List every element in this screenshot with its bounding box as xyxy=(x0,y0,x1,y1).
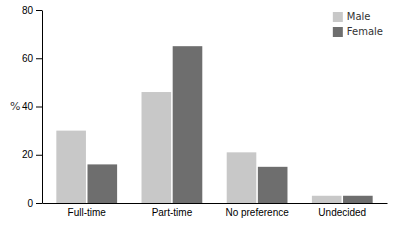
chart: 0 20 40 60 80 Full-time Part-time No preference… xyxy=(0,0,397,227)
x-tick-label: Undecided xyxy=(318,207,366,218)
bar xyxy=(88,164,118,203)
y-tick-label: 80 xyxy=(22,5,34,16)
bar xyxy=(56,131,86,203)
x-axis-line xyxy=(43,203,388,204)
y-tick: 60 xyxy=(22,53,42,64)
y-tick: 0 xyxy=(27,198,42,209)
plot: 0 20 40 60 80 Full-time Part-time No preference… xyxy=(22,5,388,218)
y-tick-mark xyxy=(36,107,42,108)
x-tick: No preference xyxy=(225,207,289,218)
y-tick-label: 0 xyxy=(27,198,33,209)
y-tick-mark xyxy=(36,58,42,59)
legend-label: Male xyxy=(347,11,371,22)
bar xyxy=(173,46,203,203)
x-tick-label: Full-time xyxy=(68,207,107,218)
y-axis: 0 20 40 60 80 xyxy=(22,5,43,209)
y-axis-title: % xyxy=(10,100,20,113)
y-tick-label: 60 xyxy=(22,53,34,64)
y-axis-line xyxy=(42,11,43,204)
legend: Male Female xyxy=(333,11,383,37)
x-tick: Undecided xyxy=(318,207,366,218)
bar xyxy=(312,196,342,203)
legend-label: Female xyxy=(347,26,383,37)
bar-series xyxy=(88,46,373,203)
x-tick: Part-time xyxy=(152,207,193,218)
bars xyxy=(56,46,372,203)
y-tick-mark xyxy=(36,155,42,156)
y-tick: 80 xyxy=(22,5,42,16)
bar xyxy=(142,92,172,203)
y-tick: 40 xyxy=(22,101,42,112)
bar xyxy=(258,167,288,203)
y-tick-mark xyxy=(36,203,42,204)
legend-item: Female xyxy=(333,26,383,37)
x-tick: Full-time xyxy=(68,207,107,218)
legend-item: Male xyxy=(333,11,371,22)
x-tick-label: No preference xyxy=(225,207,289,218)
legend-swatch xyxy=(333,12,343,22)
bar xyxy=(227,152,257,203)
y-tick-mark xyxy=(36,10,42,11)
legend-swatch xyxy=(333,27,343,37)
y-tick-label: 40 xyxy=(22,101,34,112)
x-tick-label: Part-time xyxy=(152,207,193,218)
y-tick-label: 20 xyxy=(22,149,34,160)
bar xyxy=(343,196,373,203)
y-tick: 20 xyxy=(22,149,42,160)
x-axis: Full-time Part-time No preference Undecided xyxy=(43,204,388,219)
